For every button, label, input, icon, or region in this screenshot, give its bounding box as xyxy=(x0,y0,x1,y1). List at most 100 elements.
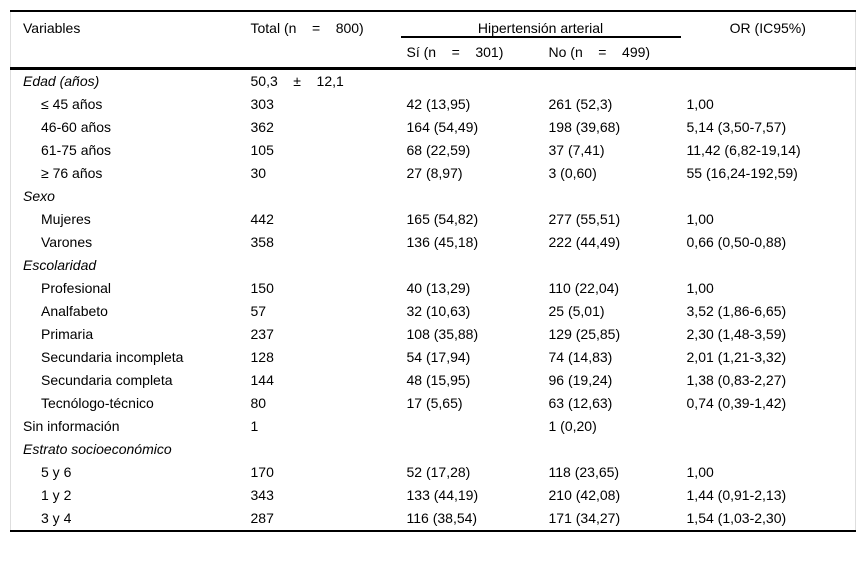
cell-variable-label: 5 y 6 xyxy=(41,464,72,480)
cell-total: 128 xyxy=(250,349,274,365)
cell-total xyxy=(245,438,401,461)
cell-or: 3,52 (1,86-6,65) xyxy=(686,303,787,319)
results-table: Variables Total (n = 800) Hipertensión a… xyxy=(10,10,857,532)
cell-total: 105 xyxy=(250,142,274,158)
cell-hta-si: 17 (5,65) xyxy=(406,395,463,411)
cell-hta-no: 171 (34,27) xyxy=(548,510,621,526)
cell-hta-no: 118 (23,65) xyxy=(548,464,620,480)
table-row: Tecnólogo-técnico 80 17 (5,65) 63 (12,63… xyxy=(11,392,856,415)
table-row: 3 y 4 287 116 (38,54) 171 (34,27) 1,54 (… xyxy=(11,507,856,531)
cell-or: 5,14 (3,50-7,57) xyxy=(686,119,787,135)
cell-hta-no: 210 (42,08) xyxy=(548,487,621,503)
cell-variable-label: 46-60 años xyxy=(41,119,112,135)
table-row: Profesional 150 40 (13,29) 110 (22,04) 1… xyxy=(11,277,856,300)
cell-total: 150 xyxy=(250,280,274,296)
cell-total: 362 xyxy=(250,119,274,135)
cell-hta-si xyxy=(401,185,543,208)
cell-total: 1 xyxy=(250,418,259,434)
cell-total: 343 xyxy=(250,487,274,503)
cell-variable-label: 3 y 4 xyxy=(41,510,72,526)
cell-hta-si: 40 (13,29) xyxy=(406,280,471,296)
cell-hta-no: 129 (25,85) xyxy=(548,326,621,342)
cell-total: 30 xyxy=(250,165,267,181)
cell-hta-si: 68 (22,59) xyxy=(406,142,471,158)
cell-hta-si: 52 (17,28) xyxy=(406,464,471,480)
cell-hta-si xyxy=(401,254,543,277)
cell-or: 0,74 (0,39-1,42) xyxy=(686,395,787,411)
cell-total: 50,3 ± 12,1 xyxy=(250,73,344,89)
table-row: ≤ 45 años 303 42 (13,95) 261 (52,3) 1,00 xyxy=(11,93,856,116)
cell-or: 1,00 xyxy=(686,280,714,296)
cell-variable-label: Sin información xyxy=(23,418,120,434)
cell-hta-no: 37 (7,41) xyxy=(548,142,605,158)
cell-hta-no: 261 (52,3) xyxy=(548,96,613,112)
table-row: 46-60 años 362 164 (54,49) 198 (39,68) 5… xyxy=(11,116,856,139)
col-header-total: Total (n = 800) xyxy=(244,11,401,70)
cell-or: 11,42 (6,82-19,14) xyxy=(686,142,801,158)
table-row: Escolaridad xyxy=(11,254,856,277)
cell-or: 1,54 (1,03-2,30) xyxy=(686,510,787,526)
cell-hta-no xyxy=(543,254,681,277)
cell-hta-si: 27 (8,97) xyxy=(406,165,463,181)
cell-hta-si: 136 (45,18) xyxy=(406,234,479,250)
cell-hta-no: 96 (19,24) xyxy=(548,372,613,388)
cell-or: 2,01 (1,21-3,32) xyxy=(686,349,787,365)
col-header-or-ic95: OR (IC95%) xyxy=(680,11,856,70)
table-row: Estrato socioeconómico xyxy=(11,438,856,461)
table-body: Edad (años) 50,3 ± 12,1 ≤ 45 años 303 42… xyxy=(11,69,856,532)
cell-hta-si xyxy=(401,69,543,94)
cell-hta-no xyxy=(543,438,681,461)
cell-total: 80 xyxy=(250,395,267,411)
table-row: Sexo xyxy=(11,185,856,208)
cell-hta-si: 108 (35,88) xyxy=(406,326,479,342)
cell-variable-label: Varones xyxy=(41,234,93,250)
cell-hta-no: 222 (44,49) xyxy=(548,234,621,250)
table-row: Secundaria incompleta 128 54 (17,94) 74 … xyxy=(11,346,856,369)
cell-or: 0,66 (0,50-0,88) xyxy=(686,234,787,250)
cell-or: 1,00 xyxy=(686,211,714,227)
table-row: Sin información 1 1 (0,20) xyxy=(11,415,856,438)
cell-or xyxy=(681,254,856,277)
header-row-1: Variables Total (n = 800) Hipertensión a… xyxy=(10,11,856,70)
cell-or: 55 (16,24-192,59) xyxy=(686,165,798,181)
table-row: 61-75 años 105 68 (22,59) 37 (7,41) 11,4… xyxy=(11,139,856,162)
cell-total: 57 xyxy=(250,303,267,319)
cell-variable-label: Primaria xyxy=(41,326,94,342)
cell-total: 287 xyxy=(250,510,274,526)
table-row: Varones 358 136 (45,18) 222 (44,49) 0,66… xyxy=(11,231,856,254)
cell-hta-no: 198 (39,68) xyxy=(548,119,621,135)
cell-hta-si xyxy=(401,415,543,438)
cell-variable-label: Sexo xyxy=(23,188,55,204)
col-header-no: No (n = 499) xyxy=(542,37,681,70)
cell-variable-label: Edad (años) xyxy=(23,73,100,89)
cell-total: 303 xyxy=(250,96,274,112)
table-header: Variables Total (n = 800) Hipertensión a… xyxy=(10,11,856,70)
table-row: Secundaria completa 144 48 (15,95) 96 (1… xyxy=(11,369,856,392)
cell-hta-no xyxy=(543,185,681,208)
cell-total: 144 xyxy=(250,372,274,388)
cell-hta-no: 25 (5,01) xyxy=(548,303,605,319)
cell-variable-label: ≥ 76 años xyxy=(41,165,103,181)
cell-hta-si: 133 (44,19) xyxy=(406,487,479,503)
col-header-si: Sí (n = 301) xyxy=(400,37,543,70)
cell-hta-no: 74 (14,83) xyxy=(548,349,613,365)
cell-variable-label: Escolaridad xyxy=(23,257,97,273)
cell-or: 1,00 xyxy=(686,464,714,480)
cell-hta-si: 165 (54,82) xyxy=(406,211,479,227)
cell-hta-si xyxy=(401,438,543,461)
header-row-2: Sí (n = 301) No (n = 499) xyxy=(11,37,856,70)
cell-hta-no: 1 (0,20) xyxy=(548,418,597,434)
cell-hta-si: 54 (17,94) xyxy=(406,349,471,365)
cell-total: 358 xyxy=(250,234,274,250)
table-row: Analfabeto 57 32 (10,63) 25 (5,01) 3,52 … xyxy=(11,300,856,323)
cell-hta-si: 42 (13,95) xyxy=(406,96,471,112)
cell-total xyxy=(245,254,401,277)
table-row: Edad (años) 50,3 ± 12,1 xyxy=(11,69,856,94)
cell-hta-si: 48 (15,95) xyxy=(406,372,471,388)
cell-variable-label: Analfabeto xyxy=(41,303,108,319)
cell-hta-no: 110 (22,04) xyxy=(548,280,620,296)
cell-or xyxy=(681,438,856,461)
cell-hta-no xyxy=(543,69,681,94)
cell-total xyxy=(245,185,401,208)
